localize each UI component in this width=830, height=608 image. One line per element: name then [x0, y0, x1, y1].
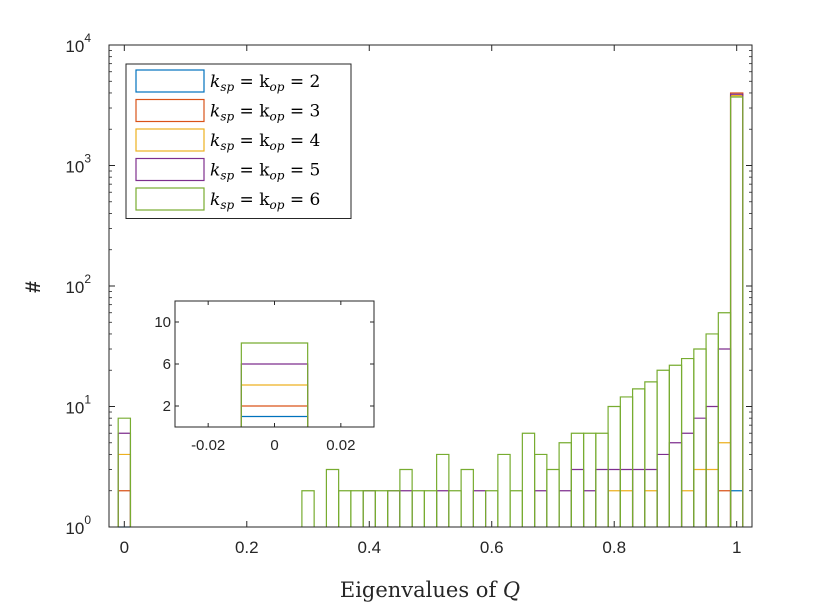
legend-swatch: [135, 128, 205, 152]
legend-entry: ksp = kop = 5: [135, 157, 320, 183]
y-tick-exponent: 1: [84, 393, 91, 407]
legend-label-part: op: [270, 139, 285, 153]
legend-label-part: sp: [220, 169, 234, 183]
legend-label-part: = 6: [284, 190, 320, 210]
legend-swatch: [135, 98, 205, 123]
inset-x-tick-label: -0.02: [191, 437, 225, 454]
x-tick-label: 0.2: [235, 538, 259, 557]
legend-label-part: = 3: [284, 102, 320, 122]
y-tick-exponent: 4: [84, 31, 91, 45]
inset-bar: [240, 342, 309, 427]
legend-label-part: = k: [234, 131, 270, 151]
legend-label-part: op: [270, 110, 285, 124]
inset-y-tick-label: 6: [163, 356, 171, 373]
inset-y-tick-label: 10: [154, 314, 171, 331]
legend-label-part: op: [270, 80, 285, 94]
legend-swatch: [135, 69, 205, 93]
y-tick-base: 10: [65, 37, 84, 56]
legend-label-part: = k: [234, 161, 270, 181]
legend-entry: ksp = kop = 2: [135, 69, 320, 94]
legend-label-part: = k: [234, 72, 270, 92]
legend-label-part: k: [210, 190, 220, 210]
main-series-group: [117, 92, 744, 528]
y-tick-exponent: 2: [84, 272, 91, 286]
bar: [301, 490, 315, 527]
y-tick-base: 10: [65, 158, 84, 177]
legend-swatch: [135, 187, 205, 211]
y-tick-exponent: 0: [84, 513, 91, 527]
y-tick-label: 104: [65, 31, 91, 56]
bar: [460, 468, 474, 527]
x-tick-label: 0.4: [357, 538, 381, 557]
y-tick-label: 103: [65, 152, 91, 177]
legend-label: ksp = kop = 2: [210, 72, 320, 94]
x-axis-label-variable: Q: [503, 578, 520, 602]
y-tick-exponent: 3: [84, 152, 91, 166]
x-tick-label: 1: [732, 538, 741, 557]
bar: [117, 417, 132, 527]
legend-label-part: = 2: [284, 72, 320, 92]
legend-entry: ksp = kop = 6: [135, 187, 320, 212]
legend-label-part: sp: [220, 110, 234, 124]
y-tick-label: 102: [65, 272, 91, 297]
y-tick-base: 10: [65, 399, 84, 418]
legend-label: ksp = kop = 3: [210, 102, 320, 124]
legend-entry: ksp = kop = 3: [135, 98, 320, 124]
y-tick-label: 101: [65, 393, 91, 418]
y-tick-base: 10: [65, 519, 84, 538]
x-tick-label: 0.6: [480, 538, 504, 557]
legend-label-part: = 4: [284, 131, 320, 151]
main-axes: [108, 44, 753, 528]
x-tick-label: 0.8: [602, 538, 626, 557]
legend-label: ksp = kop = 4: [210, 131, 320, 153]
series-k-sp-k-op-6: [117, 96, 744, 527]
legend-entry: ksp = kop = 4: [135, 128, 320, 153]
legend-label: ksp = kop = 5: [210, 161, 320, 183]
legend-label-part: sp: [220, 139, 234, 153]
y-axis-label: #: [22, 281, 45, 293]
legend-label-part: = 5: [284, 161, 320, 181]
inset-x-tick-label: 0.02: [326, 437, 355, 454]
legend-label-part: op: [270, 169, 285, 183]
x-tick-labels: 0 0.2 0.4 0.6 0.8 1: [120, 538, 742, 557]
legend-swatch: [135, 157, 205, 182]
bar: [729, 96, 744, 527]
legend-label: ksp = kop = 6: [210, 190, 320, 212]
legend-label-part: sp: [220, 80, 234, 94]
legend-label-part: k: [210, 161, 220, 181]
inset-y-tick-label: 2: [163, 398, 171, 415]
inset-x-tick-label: 0: [270, 437, 278, 454]
legend-label-part: k: [210, 131, 220, 151]
y-tick-base: 10: [65, 278, 84, 297]
legend-label-part: = k: [234, 102, 270, 122]
legend-label-part: op: [270, 198, 285, 212]
y-tick-label: 100: [65, 513, 91, 538]
x-axis-label-prefix: Eigenvalues of: [340, 578, 503, 602]
legend-label-part: = k: [234, 190, 270, 210]
inset-chart: -0.02 0 0.02 2 6 10: [154, 300, 375, 454]
legend-label-part: sp: [220, 198, 234, 212]
x-tick-label: 0: [120, 538, 129, 557]
legend-label-part: k: [210, 102, 220, 122]
legend-label-part: k: [210, 72, 220, 92]
x-axis-label: Eigenvalues of Q: [340, 578, 520, 602]
